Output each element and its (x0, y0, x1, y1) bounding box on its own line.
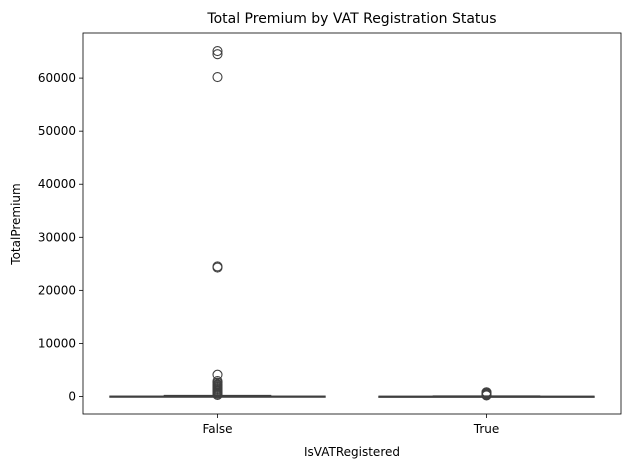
y-tick-label: 20000 (38, 283, 76, 297)
boxes-group (109, 45, 595, 401)
y-tick-label: 30000 (38, 230, 76, 244)
chart-title: Total Premium by VAT Registration Status (206, 11, 496, 27)
outlier-point (212, 261, 223, 272)
x-tick-label: True (473, 422, 500, 436)
y-tick-label: 0 (68, 389, 76, 403)
y-tick-label: 50000 (38, 124, 76, 138)
plot-area (82, 32, 622, 415)
y-axis-label: TotalPremium (9, 183, 23, 265)
box-true (378, 387, 595, 401)
y-tick-label: 10000 (38, 336, 76, 350)
outlier-point (481, 387, 492, 398)
outlier-point (212, 376, 223, 387)
outlier-point (212, 71, 223, 83)
y-tick-label: 60000 (38, 71, 76, 85)
y-axis: 0 10000 20000 30000 40000 50000 60000 (38, 71, 83, 403)
x-axis: False True (202, 414, 499, 436)
box-false (109, 45, 326, 400)
outlier-point (212, 49, 223, 60)
outlier-point (212, 45, 223, 57)
outlier-point (212, 369, 223, 380)
x-axis-label: IsVATRegistered (304, 445, 400, 459)
x-tick-label: False (202, 422, 232, 436)
y-tick-label: 40000 (38, 177, 76, 191)
